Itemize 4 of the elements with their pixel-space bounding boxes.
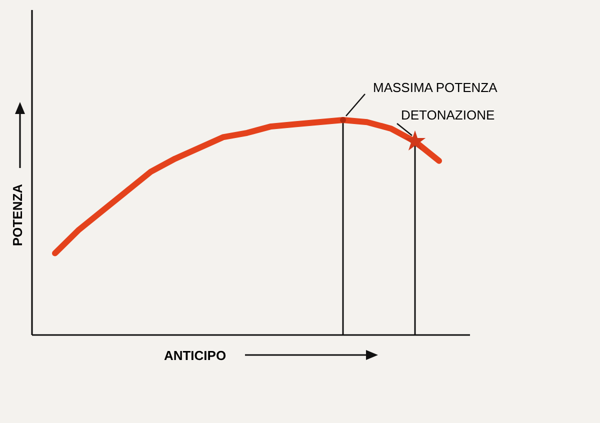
x-axis-title: ANTICIPO — [164, 348, 226, 363]
annotation: DETONAZIONE — [401, 108, 495, 122]
text: MASSIMA POTENZA — [373, 80, 498, 95]
y-axis-title: POTENZA — [10, 183, 25, 246]
